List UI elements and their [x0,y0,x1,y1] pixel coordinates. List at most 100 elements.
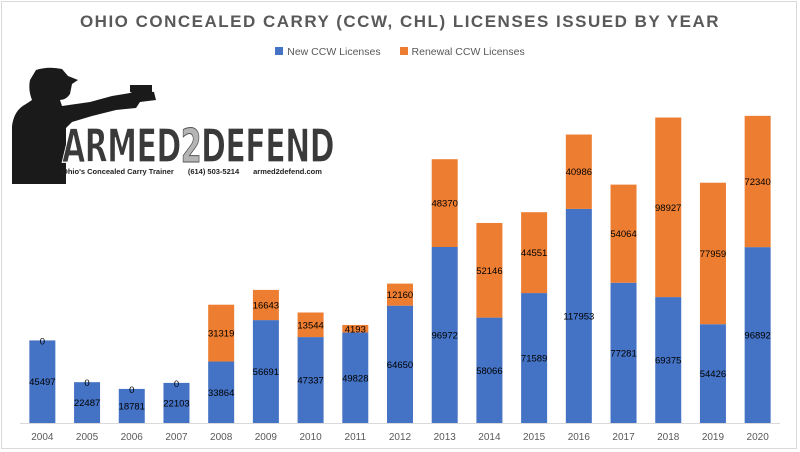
logo-brand-left: ARMED [62,119,181,173]
data-label-new-2005: 22487 [74,398,100,409]
logo-phone: (614) 503-5214 [187,167,240,176]
data-label-new-2008: 33864 [208,388,234,399]
x-tick-label-2004: 2004 [31,432,54,443]
bar-new-2006 [118,388,145,423]
data-label-new-2012: 64650 [387,360,413,371]
bar-renewal-2009 [252,289,279,321]
bar-new-2017 [610,282,637,423]
svg-text:ARMED2DEFEND: ARMED2DEFEND [62,119,334,173]
logo-brand-num: 2 [181,119,201,173]
x-tick-label-2020: 2020 [747,432,770,443]
bar-new-2010 [297,337,324,423]
x-tick-label-2014: 2014 [478,432,501,443]
data-label-new-2014: 58066 [476,366,502,377]
legend-label-renewal: Renewal CCW Licenses [411,46,525,58]
x-tick-label-2018: 2018 [657,432,680,443]
data-label-renewal-2017: 54064 [610,229,636,240]
data-label-new-2011: 49828 [342,373,368,384]
legend-swatch-new [275,47,284,55]
data-label-renewal-2016: 40986 [566,167,592,178]
bar-new-2020 [744,247,771,423]
bar-renewal-2014 [476,222,503,318]
data-label-renewal-2006: 0 [129,385,134,396]
logo-contact-line: Ohio's Concealed Carry Trainer (614) 503-… [62,167,336,176]
bar-renewal-2013 [431,159,458,247]
bar-renewal-2016 [565,134,592,209]
x-tick-label-2009: 2009 [255,432,278,443]
chart-title: OHIO CONCEALED CARRY (CCW, CHL) LICENSES… [79,12,721,31]
bar-renewal-2018 [655,117,682,298]
bar-new-2011 [342,332,369,423]
bar-renewal-2012 [387,283,413,306]
data-label-new-2010: 47337 [297,376,323,387]
x-tick-label-2013: 2013 [434,432,457,443]
x-tick-label-2005: 2005 [76,432,99,443]
x-tick-label-2019: 2019 [702,432,725,443]
data-label-renewal-2012: 12160 [387,290,413,301]
bar-new-2018 [655,297,682,423]
shooter-silhouette-icon [12,67,156,184]
data-label-renewal-2008: 31319 [208,329,234,340]
bar-renewal-2008 [208,304,235,362]
x-tick-label-2010: 2010 [299,432,322,443]
data-label-renewal-2020: 72340 [744,177,770,188]
x-tick-label-2017: 2017 [612,432,635,443]
logo-tagline: Ohio's Concealed Carry Trainer [62,167,174,176]
data-label-new-2018: 69375 [655,356,681,367]
legend-swatch-renewal [399,47,408,55]
data-label-renewal-2009: 16643 [253,301,279,312]
data-label-new-2017: 77281 [610,348,636,359]
bar-renewal-2019 [699,182,726,325]
legend-item-renewal: Renewal CCW Licenses [399,46,525,58]
data-label-renewal-2014: 52146 [476,266,502,277]
bar-renewal-2011 [342,324,369,333]
data-label-new-2019: 54426 [700,369,726,380]
armed2defend-logo: ARMED2DEFEND [12,67,336,184]
bar-new-2008 [208,361,235,423]
data-label-new-2015: 71589 [521,354,547,365]
bar-new-2007 [163,382,190,423]
data-label-renewal-2019: 77959 [700,249,726,260]
x-tick-label-2016: 2016 [568,432,591,443]
bar-new-2009 [252,320,279,423]
bar-renewal-2010 [297,312,324,338]
x-tick-label-2006: 2006 [121,432,144,443]
bar-new-2005 [74,382,101,423]
bar-new-2014 [476,317,503,423]
bar-new-2012 [387,305,413,423]
data-label-new-2006: 18781 [119,401,145,412]
bar-new-2016 [565,208,592,423]
legend-label-new: New CCW Licenses [287,46,381,58]
bar-new-2015 [521,293,548,423]
data-label-renewal-2004: 0 [40,336,45,347]
data-label-renewal-2010: 13544 [297,320,323,331]
x-tick-label-2012: 2012 [389,432,412,443]
logo-website: armed2defend.com [253,167,322,176]
x-tick-label-2008: 2008 [210,432,233,443]
data-label-renewal-2005: 0 [84,378,89,389]
logo-brand-right: DEFEND [201,119,334,173]
data-label-renewal-2007: 0 [174,379,179,390]
data-label-new-2004: 45497 [29,377,55,388]
data-label-new-2013: 96972 [431,330,457,341]
x-tick-label-2015: 2015 [523,432,546,443]
data-label-renewal-2011: 4193 [345,324,366,335]
x-tick-label-2007: 2007 [165,432,188,443]
bar-new-2004 [29,340,56,423]
data-label-new-2016: 117953 [563,311,594,322]
data-label-new-2020: 96892 [744,331,770,342]
x-tick-label-2011: 2011 [345,432,367,443]
data-label-renewal-2018: 98927 [655,203,681,214]
bar-new-2013 [431,246,458,423]
data-label-renewal-2015: 44551 [521,248,547,259]
data-label-renewal-2013: 48370 [431,199,457,210]
bar-renewal-2017 [610,184,637,283]
bar-renewal-2015 [521,212,548,294]
bar-renewal-2020 [744,115,771,248]
bar-new-2019 [699,324,726,423]
data-label-new-2009: 56691 [253,367,279,378]
chart-legend: New CCW Licenses Renewal CCW Licenses [0,46,800,58]
legend-item-new: New CCW Licenses [275,46,381,58]
